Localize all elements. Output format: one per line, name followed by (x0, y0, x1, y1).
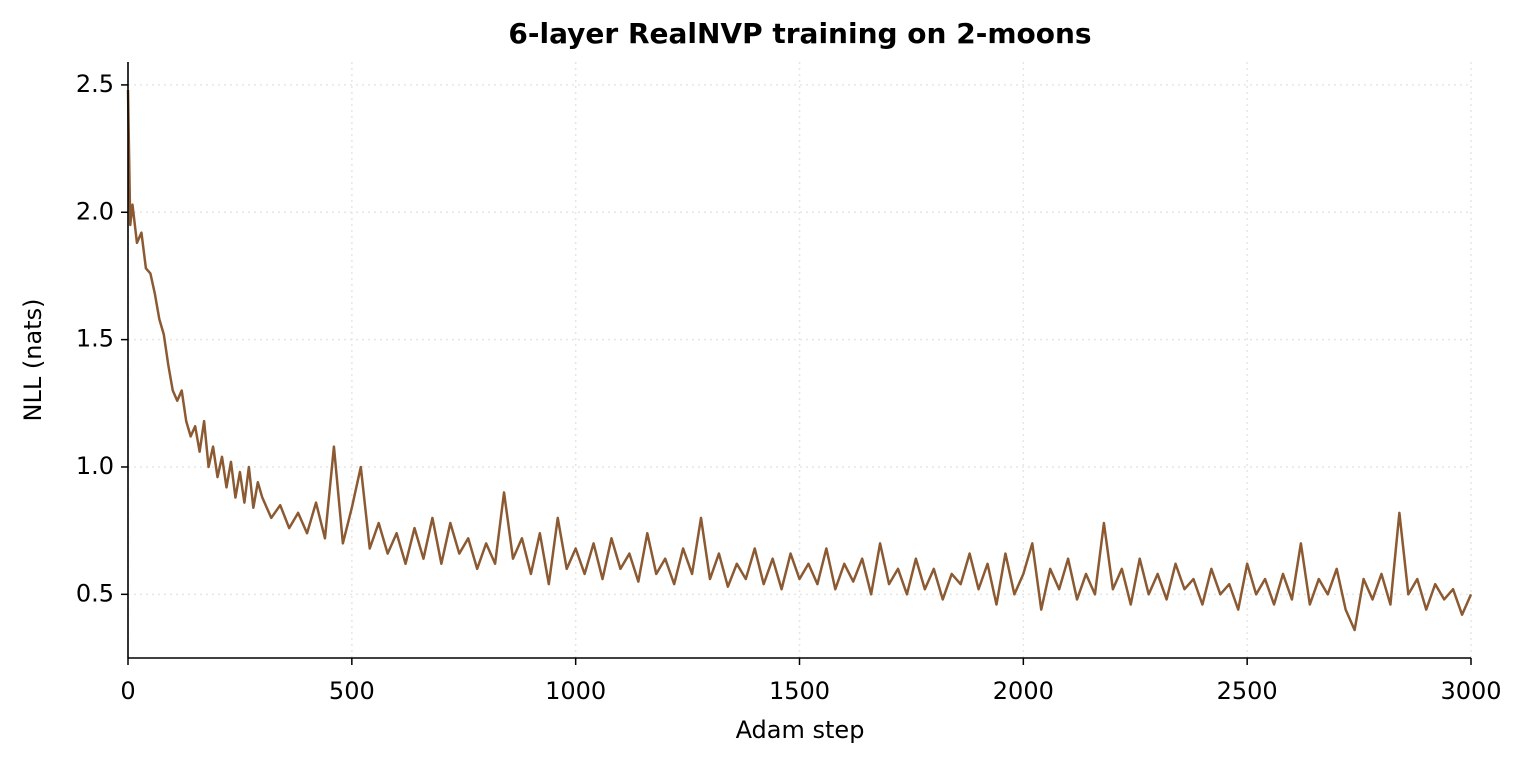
x-tick-label: 500 (329, 677, 375, 705)
grid (127, 62, 1472, 658)
y-tick-label: 0.5 (76, 579, 114, 607)
x-axis-label: Adam step (736, 716, 865, 744)
x-tick-label: 1500 (769, 677, 830, 705)
y-axis-label: NLL (nats) (19, 299, 47, 422)
data-line (126, 89, 1473, 632)
x-tick-label: 2000 (993, 677, 1054, 705)
y-tick-label: 2.5 (76, 70, 114, 98)
x-tick-label: 1000 (545, 677, 606, 705)
y-tick-label: 1.5 (76, 325, 114, 353)
x-tick-label: 2500 (1217, 677, 1278, 705)
x-tick-label: 3000 (1440, 677, 1501, 705)
axes: 0.5 1.0 1.5 2.0 2.5 0 500 1000 1500 2000 2500 3000 (76, 70, 1502, 705)
plot-area (126, 89, 1473, 632)
x-tick-label: 0 (120, 677, 135, 705)
y-tick-label: 1.0 (76, 452, 114, 480)
y-tick-label: 2.0 (76, 197, 114, 225)
chart-title: 6-layer RealNVP training on 2-moons (508, 17, 1091, 50)
